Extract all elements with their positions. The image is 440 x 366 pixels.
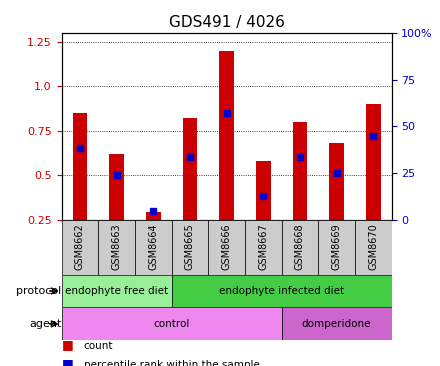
Bar [245,220,282,274]
Bar [62,274,172,307]
Text: count: count [84,341,113,351]
Text: GSM8663: GSM8663 [112,224,121,270]
Text: endophyte free diet: endophyte free diet [65,286,168,296]
Text: GSM8668: GSM8668 [295,224,305,270]
Bar [62,220,98,274]
Bar [208,220,245,274]
Bar [62,307,282,340]
Text: GSM8670: GSM8670 [368,224,378,270]
Bar [109,154,124,220]
Bar [282,307,392,340]
Bar [366,104,381,220]
Text: GSM8666: GSM8666 [222,224,231,270]
Text: GSM8662: GSM8662 [75,224,85,270]
Text: GSM8665: GSM8665 [185,224,195,270]
Title: GDS491 / 4026: GDS491 / 4026 [169,15,285,30]
Bar [172,274,392,307]
Bar [146,213,161,220]
Bar [318,220,355,274]
Text: ■: ■ [62,356,73,366]
Text: protocol: protocol [16,286,62,296]
Bar [293,122,307,220]
Text: control: control [154,319,190,329]
Bar [329,143,344,220]
Text: ■: ■ [62,338,73,351]
Text: GSM8664: GSM8664 [148,224,158,270]
Bar [135,220,172,274]
Text: domperidone: domperidone [302,319,371,329]
Text: agent: agent [29,319,62,329]
Bar [219,51,234,220]
Bar [183,118,197,220]
Text: GSM8669: GSM8669 [332,224,341,270]
Bar [172,220,208,274]
Text: GSM8667: GSM8667 [258,224,268,270]
Bar [256,161,271,220]
Bar [355,220,392,274]
Text: percentile rank within the sample: percentile rank within the sample [84,360,260,366]
Bar [282,220,318,274]
Bar [98,220,135,274]
Text: endophyte infected diet: endophyte infected diet [219,286,344,296]
Bar [73,113,87,220]
